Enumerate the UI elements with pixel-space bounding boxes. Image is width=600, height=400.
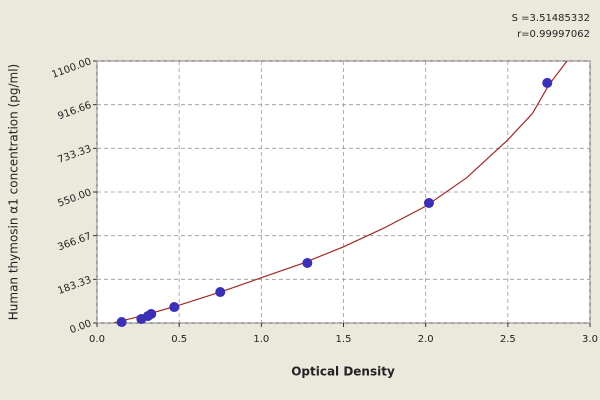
x-tick-label: 1.0 (253, 334, 269, 345)
x-tick-label: 1.5 (336, 334, 352, 345)
data-point (215, 287, 226, 298)
x-tick-label: 2.0 (418, 334, 434, 345)
x-tick-label: 2.5 (500, 334, 516, 345)
data-point (116, 317, 127, 328)
data-point (146, 308, 157, 319)
y-tick-label: 183.33 (56, 275, 93, 297)
annotation: S =3.51485332 (512, 13, 590, 24)
x-tick-label: 0.5 (171, 334, 187, 345)
y-tick-label: 733.33 (56, 144, 93, 166)
data-point (542, 77, 553, 88)
x-tick-label: 0.0 (89, 334, 105, 345)
y-tick-label: 1100.00 (50, 56, 93, 80)
y-axis-label: Human thymosin α1 concentration (pg/ml) (7, 64, 21, 321)
y-tick-label: 550.00 (56, 187, 93, 209)
data-point (169, 302, 180, 313)
fit-curve (113, 61, 568, 323)
y-tick-label: 366.67 (56, 231, 93, 253)
annotation: r=0.99997062 (517, 29, 590, 40)
y-tick-label: 916.66 (56, 100, 93, 122)
x-tick-label: 3.0 (582, 334, 598, 345)
x-axis-label: Optical Density (291, 365, 395, 379)
data-point (423, 197, 434, 208)
data-point (302, 257, 313, 268)
